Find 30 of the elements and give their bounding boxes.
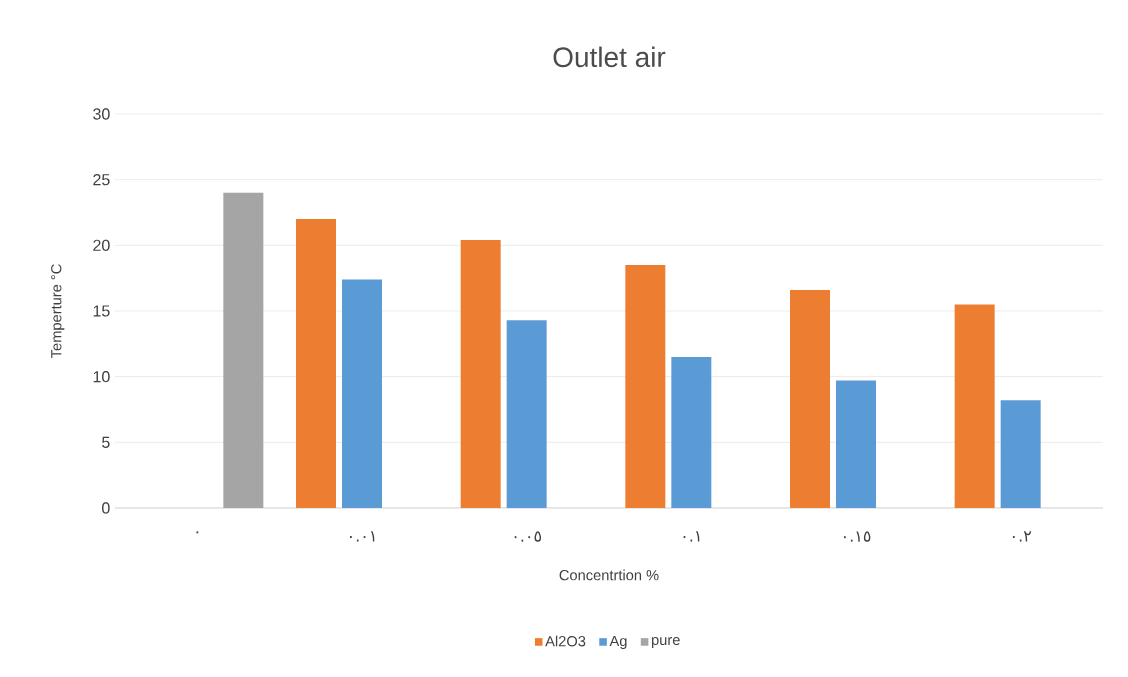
chart-title: Outlet air — [553, 46, 666, 68]
y-axis-title: Temperture °C — [51, 264, 65, 359]
bar — [223, 192, 264, 508]
bar — [790, 289, 830, 508]
x-tick-label: ٠.١٥ — [843, 531, 871, 542]
y-tick-label: 25 — [93, 174, 110, 186]
legend-label: pure — [651, 637, 680, 648]
bar — [1000, 400, 1041, 508]
bar — [342, 279, 382, 508]
y-tick-label: 30 — [93, 108, 110, 120]
bar — [671, 356, 712, 508]
x-tick-label: ٠.٢ — [1012, 531, 1032, 542]
x-tick-label: ٠.١ — [683, 531, 700, 542]
y-tick-label: 10 — [93, 371, 110, 383]
bar — [460, 240, 501, 508]
y-tick-label: 5 — [102, 436, 110, 448]
bar — [625, 265, 666, 508]
x-tick-label: ٠.٠٥ — [514, 531, 542, 542]
bar — [954, 304, 995, 508]
legend-label: Al2O3 — [545, 635, 586, 647]
y-tick-label: 20 — [93, 239, 110, 251]
legend-label: Ag — [609, 635, 627, 650]
bar — [836, 380, 876, 508]
x-tick-label: ٠.٠١ — [350, 531, 375, 542]
x-axis-title: Concentrtion % — [559, 569, 659, 581]
y-tick-label: 15 — [93, 305, 110, 317]
y-tick-label: 0 — [102, 502, 110, 514]
bar — [296, 219, 336, 508]
bar — [506, 320, 547, 508]
x-tick-label: ٠ — [196, 531, 199, 534]
